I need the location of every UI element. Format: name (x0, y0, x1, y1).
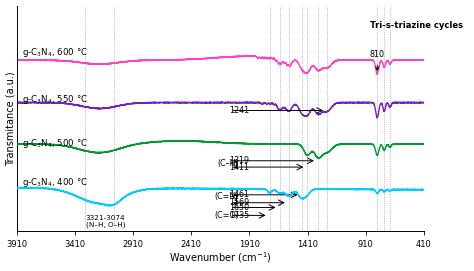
Text: 1241: 1241 (229, 106, 250, 115)
Text: g-C$_3$N$_4$, 600 °C: g-C$_3$N$_4$, 600 °C (22, 46, 88, 59)
Text: 1735: 1735 (229, 211, 250, 220)
X-axis label: Wavenumber (cm$^{-1}$): Wavenumber (cm$^{-1}$) (169, 251, 272, 265)
Text: (C=O): (C=O) (214, 211, 239, 220)
Text: g-C$_3$N$_4$, 500 °C: g-C$_3$N$_4$, 500 °C (22, 137, 88, 150)
Text: g-C$_3$N$_4$, 400 °C: g-C$_3$N$_4$, 400 °C (22, 176, 88, 189)
Text: (C–N): (C–N) (217, 159, 239, 168)
Y-axis label: Transmitance (a.u.): Transmitance (a.u.) (6, 71, 16, 166)
Text: 1569: 1569 (229, 198, 250, 207)
Text: g-C$_3$N$_4$, 550 °C: g-C$_3$N$_4$, 550 °C (22, 93, 88, 106)
Text: 1650: 1650 (229, 203, 250, 212)
Text: 1319: 1319 (229, 156, 250, 165)
Text: Tri-s-triazine cycles: Tri-s-triazine cycles (370, 21, 463, 30)
Text: 1411: 1411 (229, 163, 250, 172)
Text: 3321-3074
(N–H, O–H): 3321-3074 (N–H, O–H) (85, 215, 125, 228)
Text: 1461: 1461 (229, 190, 250, 199)
Text: (C=N): (C=N) (215, 192, 239, 201)
Text: 810: 810 (370, 50, 385, 70)
